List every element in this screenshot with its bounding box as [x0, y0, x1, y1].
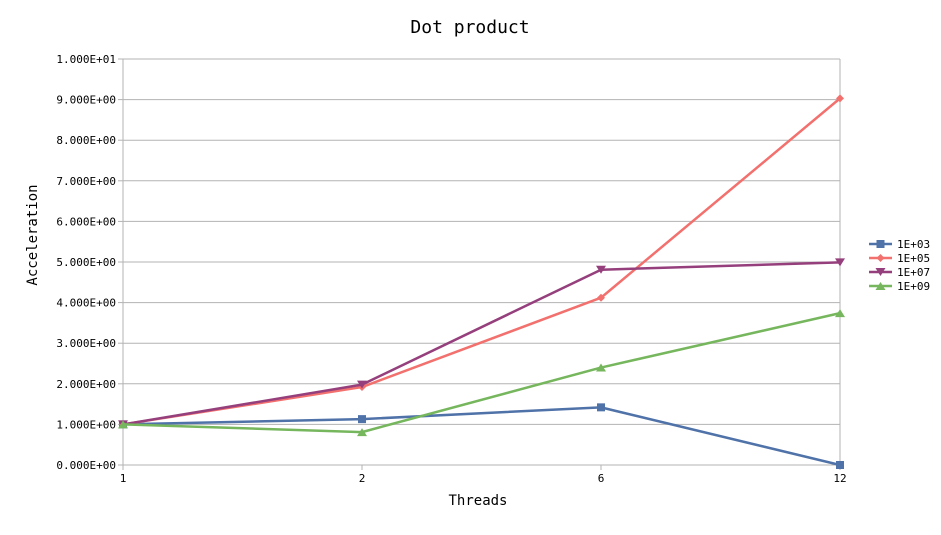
- data-point: [358, 415, 366, 424]
- legend-marker: [875, 268, 886, 276]
- series-1E+09: [118, 309, 845, 437]
- legend-item: 1E+09: [869, 280, 930, 293]
- y-tick-label: 8.000E+00: [56, 134, 116, 147]
- legend-item: 1E+05: [869, 252, 930, 265]
- legend-label: 1E+09: [897, 280, 930, 293]
- data-point: [836, 461, 844, 469]
- legend-label: 1E+05: [897, 252, 930, 265]
- series-line: [122, 261, 841, 426]
- series-1E+03: [119, 403, 844, 469]
- data-point: [118, 420, 128, 429]
- legend-marker: [876, 254, 885, 262]
- y-tick-label: 4.000E+00: [56, 297, 116, 310]
- x-tick-label: 12: [833, 472, 846, 485]
- legend-item: 1E+07: [869, 266, 930, 279]
- x-axis-title: Threads: [448, 493, 507, 509]
- data-point: [357, 428, 367, 437]
- gridlines: [123, 58, 840, 466]
- data-point: [597, 403, 605, 412]
- y-tick-label: 2.000E+00: [56, 378, 116, 391]
- y-tick-label: 9.000E+00: [56, 94, 116, 107]
- data-point: [596, 265, 606, 274]
- y-tick-label: 3.000E+00: [56, 337, 116, 350]
- series-1E+05: [119, 94, 844, 429]
- y-tick-labels: 0.000E+00 1.000E+00 2.000E+00 3.000E+00 4.00…: [56, 53, 116, 472]
- y-tick-label: 6.000E+00: [56, 215, 116, 228]
- legend-label: 1E+03: [897, 238, 930, 251]
- chart-title: Dot product: [410, 17, 529, 38]
- data-point: [835, 258, 845, 267]
- data-point: [836, 94, 844, 103]
- y-tick-label: 1.000E+01: [56, 53, 116, 66]
- y-tick-label: 5.000E+00: [56, 256, 116, 269]
- y-tick-label: 1.000E+00: [56, 418, 116, 431]
- legend-item: 1E+03: [869, 238, 930, 251]
- x-tick-label: 2: [359, 472, 366, 485]
- x-tick-label: 6: [598, 472, 605, 485]
- y-tick-label: 7.000E+00: [56, 175, 116, 188]
- x-tick-label: 1: [120, 472, 127, 485]
- series-line: [122, 97, 841, 426]
- series-line: [122, 406, 841, 467]
- y-axis-title: Acceleration: [25, 184, 41, 285]
- series: [118, 94, 845, 469]
- legend-marker: [875, 282, 886, 290]
- series-line: [122, 311, 841, 434]
- legend-marker: [876, 240, 885, 248]
- legend-label: 1E+07: [897, 266, 930, 279]
- data-point: [597, 293, 605, 302]
- data-point: [596, 363, 606, 372]
- data-point: [357, 380, 367, 389]
- x-tick-labels: 1 2 6 12: [120, 472, 847, 485]
- y-tick-label: 0.000E+00: [56, 459, 116, 472]
- data-point: [835, 309, 845, 318]
